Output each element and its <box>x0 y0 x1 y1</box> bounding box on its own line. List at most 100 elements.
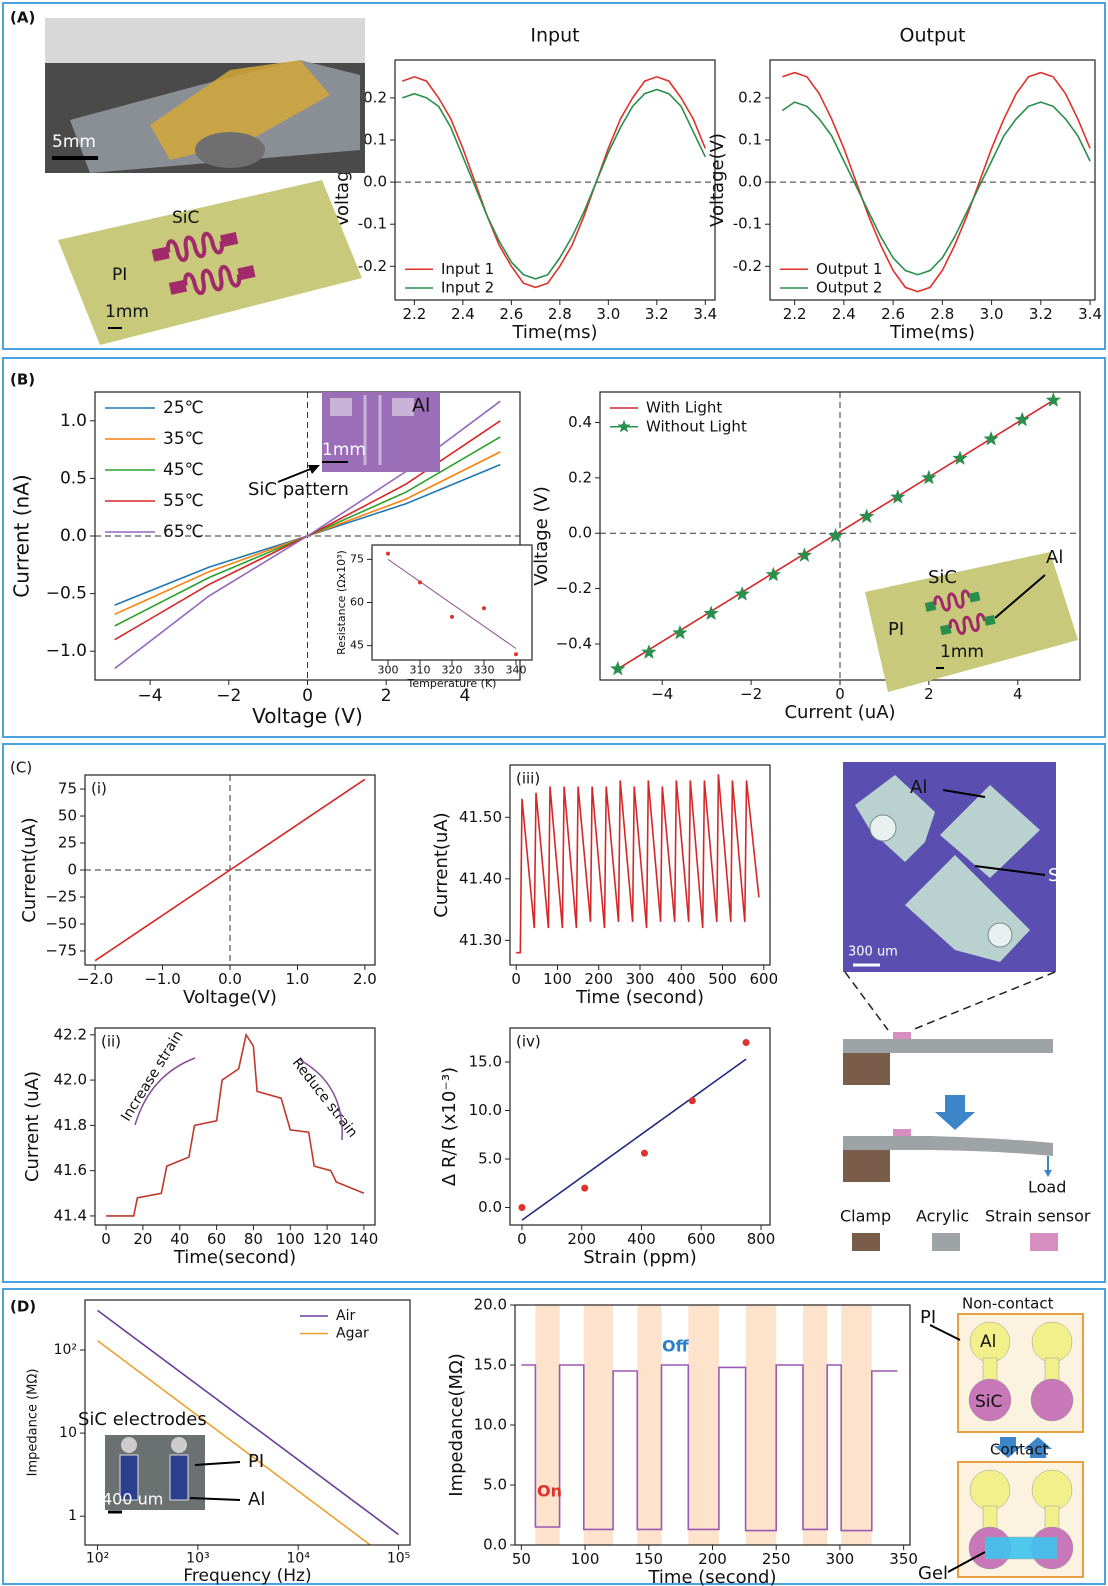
legend-label: Output 2 <box>816 279 882 297</box>
x-tick-label: 250 <box>762 1550 791 1568</box>
x-tick-label: 140 <box>350 1230 379 1248</box>
legend-label: Input 2 <box>441 279 494 297</box>
panel-label: (D) <box>10 1298 36 1316</box>
y-tick-label: −75 <box>45 941 77 959</box>
x-axis-label: Time (second) <box>575 987 704 1008</box>
y-tick-label: 0.1 <box>738 131 762 149</box>
x-tick-label: 200 <box>584 970 613 988</box>
x-tick-label: 100 <box>276 1230 305 1248</box>
chart: 2.22.42.62.83.03.23.4-0.2-0.10.00.10.2Ti… <box>332 25 717 344</box>
x-tick-label: 3.4 <box>1078 305 1102 323</box>
y-tick-label: 5.0 <box>483 1476 507 1494</box>
contact <box>870 815 896 841</box>
shaded-region <box>803 1305 827 1545</box>
x-axis-label: Frequency (Hz) <box>183 1566 311 1586</box>
scale-label: 400 um <box>102 1490 163 1509</box>
y-tick-label: −25 <box>45 887 77 905</box>
marker <box>482 606 486 610</box>
x-axis-label: Time(ms) <box>889 322 975 343</box>
x-tick-label: 50 <box>512 1550 531 1568</box>
x-tick-label: −2 <box>216 686 241 706</box>
material-label: PI <box>112 265 127 285</box>
x-axis-label: Time(second) <box>173 1247 296 1268</box>
legend-label: Without Light <box>646 417 747 435</box>
x-tick-label: 2.6 <box>499 305 523 323</box>
y-tick-label: 0.4 <box>568 413 592 431</box>
x-tick-label: 80 <box>244 1230 263 1248</box>
x-axis-label: Voltage(V) <box>183 987 277 1008</box>
shaded-region <box>841 1305 872 1545</box>
legend-label: Clamp <box>840 1207 891 1226</box>
y-tick-label: 0.0 <box>483 1536 507 1554</box>
shaded-region <box>688 1305 719 1545</box>
x-tick-label: 2.6 <box>881 305 905 323</box>
al-pad <box>1032 1470 1072 1510</box>
x-tick-label: 10² <box>86 1550 109 1566</box>
x-tick-label: 200 <box>567 1230 596 1248</box>
pad <box>171 1437 187 1453</box>
gel <box>985 1537 1057 1559</box>
x-tick-label: 100 <box>543 970 572 988</box>
x-tick-label: 0 <box>835 685 845 703</box>
scale-label: 1mm <box>940 642 984 662</box>
x-tick-label: 340 <box>506 663 527 676</box>
y-tick-label: 10 <box>59 1425 77 1441</box>
y-tick-label: 0.5 <box>60 468 87 488</box>
marker <box>450 615 454 619</box>
y-axis-label: Current (uA) <box>22 1071 43 1182</box>
x-axis-label: Temperature (K) <box>407 677 497 690</box>
marker <box>518 1204 525 1211</box>
y-tick-label: 41.8 <box>54 1116 87 1134</box>
y-tick-label: 0.0 <box>60 526 87 546</box>
annotation: PI <box>248 1451 264 1472</box>
chart: 010020030040050060041.3041.4041.50Time (… <box>431 765 778 1008</box>
y-tick-label: 41.4 <box>54 1206 87 1224</box>
zoom-lines <box>845 972 1055 1030</box>
legend-label: Air <box>336 1308 355 1324</box>
x-axis-label: Current (uA) <box>784 702 895 723</box>
x-tick-label: 350 <box>889 1550 918 1568</box>
y-tick-label: 50 <box>58 807 77 825</box>
legend-label: 25℃ <box>163 398 204 418</box>
marker <box>386 552 390 556</box>
chart: 2.22.42.62.83.03.23.4-0.2-0.10.00.10.2Ti… <box>707 25 1102 344</box>
x-tick-label: 20 <box>133 1230 152 1248</box>
legend-label: 65℃ <box>163 522 204 542</box>
pad <box>121 1437 137 1453</box>
legend-label: Input 1 <box>441 260 494 278</box>
panel-label: (A) <box>10 9 35 27</box>
legend-label: 55℃ <box>163 491 204 511</box>
y-tick-label: −50 <box>45 914 77 932</box>
scale-label: 1mm <box>105 302 149 322</box>
material-label: Al <box>980 1332 996 1352</box>
x-tick-label: 800 <box>747 1230 776 1248</box>
annotation: Non-contact <box>962 1295 1054 1313</box>
x-tick-label: 1.0 <box>286 970 310 988</box>
shaded-region <box>746 1305 777 1545</box>
annotation: Al <box>248 1489 265 1510</box>
y-tick-label: 10.0 <box>469 1101 502 1119</box>
y-tick-label: 15.0 <box>469 1052 502 1070</box>
x-tick-label: 2.8 <box>548 305 572 323</box>
plot-bg <box>510 1028 770 1225</box>
y-tick-label: 0.2 <box>568 468 592 486</box>
y-tick-label: 0.0 <box>738 173 762 191</box>
x-tick-label: 4 <box>1013 685 1023 703</box>
y-tick-label: 0 <box>67 861 77 879</box>
plot-bg <box>95 1028 375 1225</box>
chart-tag: (i) <box>91 780 107 798</box>
x-tick-label: 2 <box>924 685 934 703</box>
scale-label: 5mm <box>52 132 96 152</box>
x-axis-label: Strain (ppm) <box>583 1247 696 1268</box>
y-tick-label: 41.6 <box>54 1161 87 1179</box>
x-tick-label: 3.0 <box>980 305 1004 323</box>
y-axis-label: Impedance(MΩ) <box>446 1353 467 1497</box>
chart-title: Input <box>530 25 579 47</box>
marker <box>581 1185 588 1192</box>
legend-label: Acrylic <box>916 1207 969 1226</box>
x-tick-label: 600 <box>687 1230 716 1248</box>
arrow <box>935 1095 975 1130</box>
x-tick-label: −1.0 <box>144 970 180 988</box>
marker <box>641 1150 648 1157</box>
